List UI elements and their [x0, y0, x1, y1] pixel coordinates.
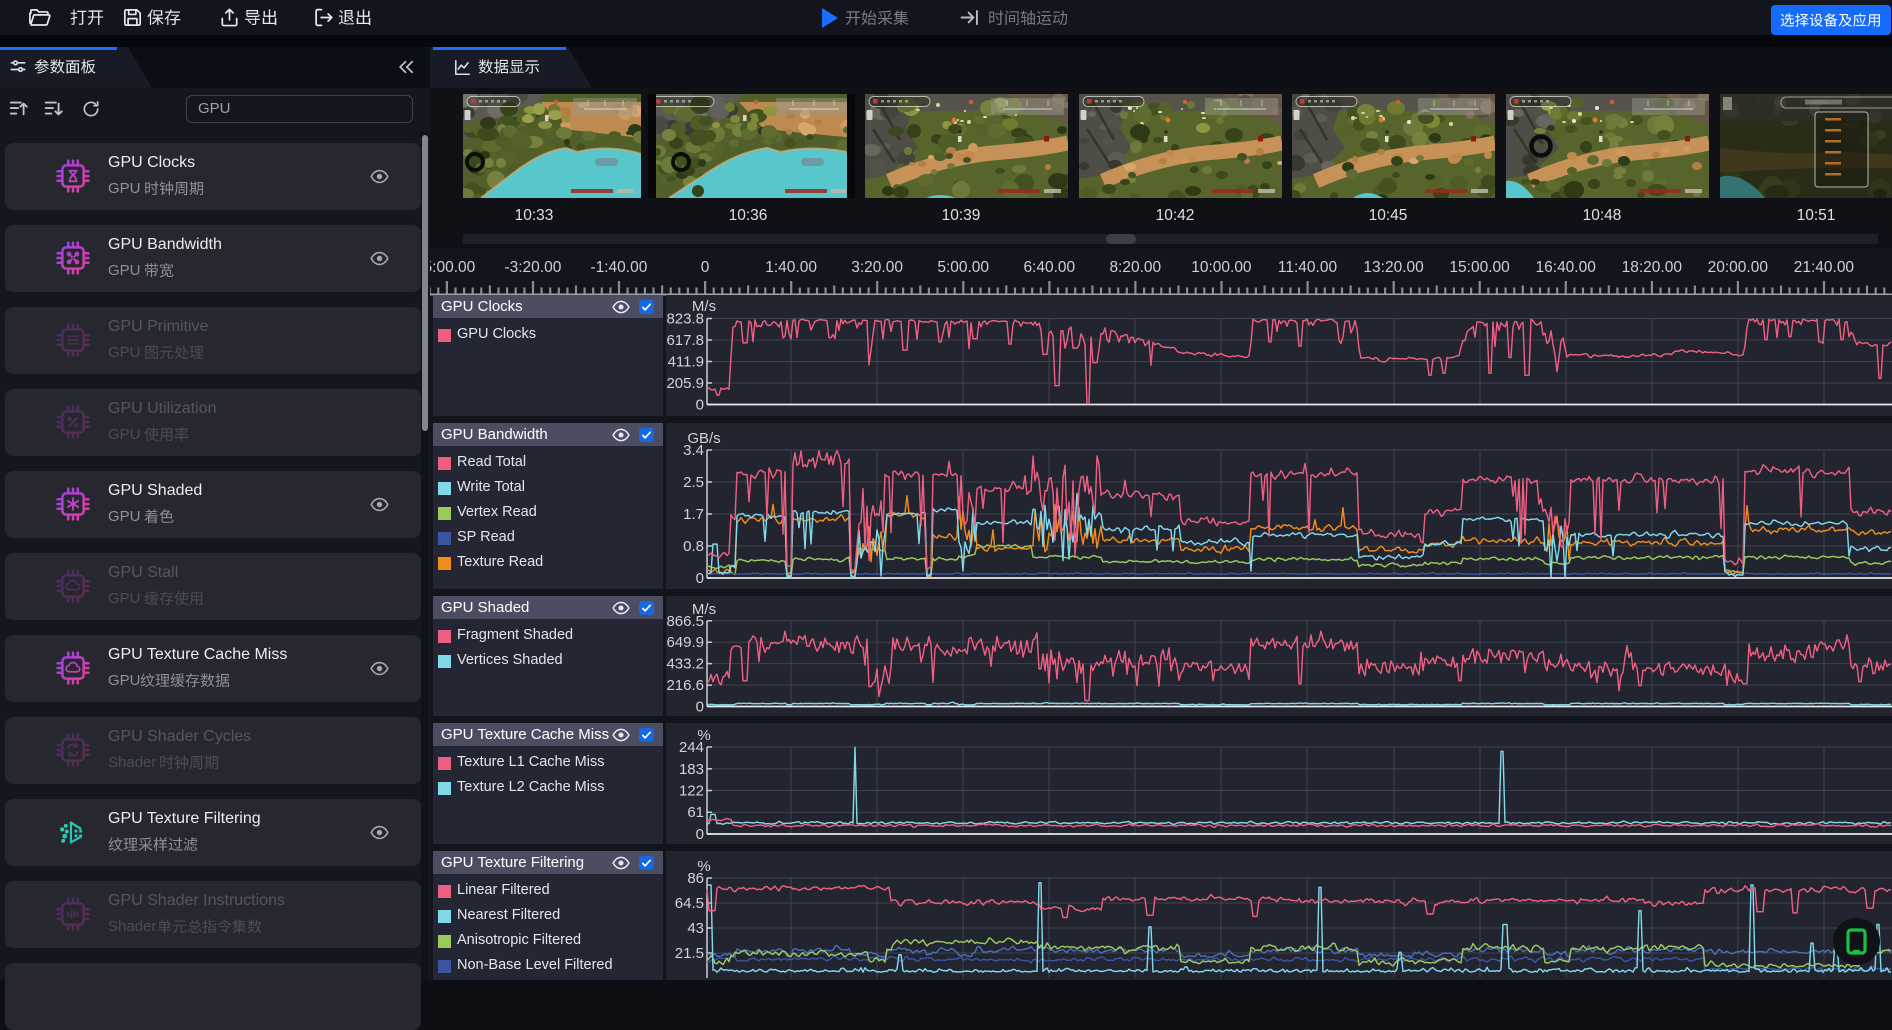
svg-text:-1:40.00: -1:40.00: [590, 259, 647, 276]
svg-text:649.9: 649.9: [666, 634, 704, 651]
svg-text:0: 0: [701, 259, 710, 276]
svg-text:6:40.00: 6:40.00: [1023, 259, 1075, 276]
svg-text:823.8: 823.8: [666, 311, 704, 328]
svg-text:244: 244: [679, 739, 704, 756]
svg-text:0: 0: [696, 699, 704, 716]
svg-text:61: 61: [687, 804, 704, 821]
svg-text:M/s: M/s: [692, 601, 716, 618]
svg-text:0: 0: [696, 397, 704, 414]
svg-text:183: 183: [679, 761, 704, 778]
svg-text:617.8: 617.8: [666, 332, 704, 349]
svg-text:1.7: 1.7: [683, 506, 704, 523]
svg-text:0: 0: [696, 826, 704, 843]
svg-text:1:40.00: 1:40.00: [765, 259, 817, 276]
svg-text:18:20.00: 18:20.00: [1622, 259, 1683, 276]
svg-text:%: %: [697, 858, 710, 875]
svg-text:866.5: 866.5: [666, 613, 704, 630]
svg-text:20:00.00: 20:00.00: [1708, 259, 1769, 276]
svg-text:3.4: 3.4: [683, 442, 704, 459]
svg-text:-5:00.00: -5:00.00: [430, 259, 476, 276]
svg-text:122: 122: [679, 783, 704, 800]
svg-text:%: %: [697, 727, 710, 744]
svg-text:2.5: 2.5: [683, 474, 704, 491]
svg-text:64.5: 64.5: [675, 895, 704, 912]
svg-text:0.8: 0.8: [683, 538, 704, 555]
svg-text:216.6: 216.6: [666, 677, 704, 694]
svg-text:21:40.00: 21:40.00: [1794, 259, 1855, 276]
svg-text:0: 0: [696, 570, 704, 587]
svg-text:13:20.00: 13:20.00: [1363, 259, 1424, 276]
svg-text:-3:20.00: -3:20.00: [504, 259, 561, 276]
svg-text:411.9: 411.9: [668, 354, 704, 371]
svg-text:43: 43: [687, 920, 704, 937]
svg-text:21.5: 21.5: [675, 945, 704, 962]
svg-text:GB/s: GB/s: [687, 430, 720, 447]
svg-text:8:20.00: 8:20.00: [1109, 259, 1161, 276]
svg-text:433.2: 433.2: [666, 656, 704, 673]
svg-text:5:00.00: 5:00.00: [937, 259, 989, 276]
svg-text:15:00.00: 15:00.00: [1449, 259, 1510, 276]
svg-text:16:40.00: 16:40.00: [1536, 259, 1597, 276]
svg-text:205.9: 205.9: [666, 375, 704, 392]
svg-text:M/s: M/s: [692, 298, 716, 315]
svg-text:10:00.00: 10:00.00: [1191, 259, 1252, 276]
svg-text:86: 86: [687, 870, 704, 887]
svg-text:11:40.00: 11:40.00: [1278, 259, 1338, 276]
svg-text:3:20.00: 3:20.00: [851, 259, 903, 276]
